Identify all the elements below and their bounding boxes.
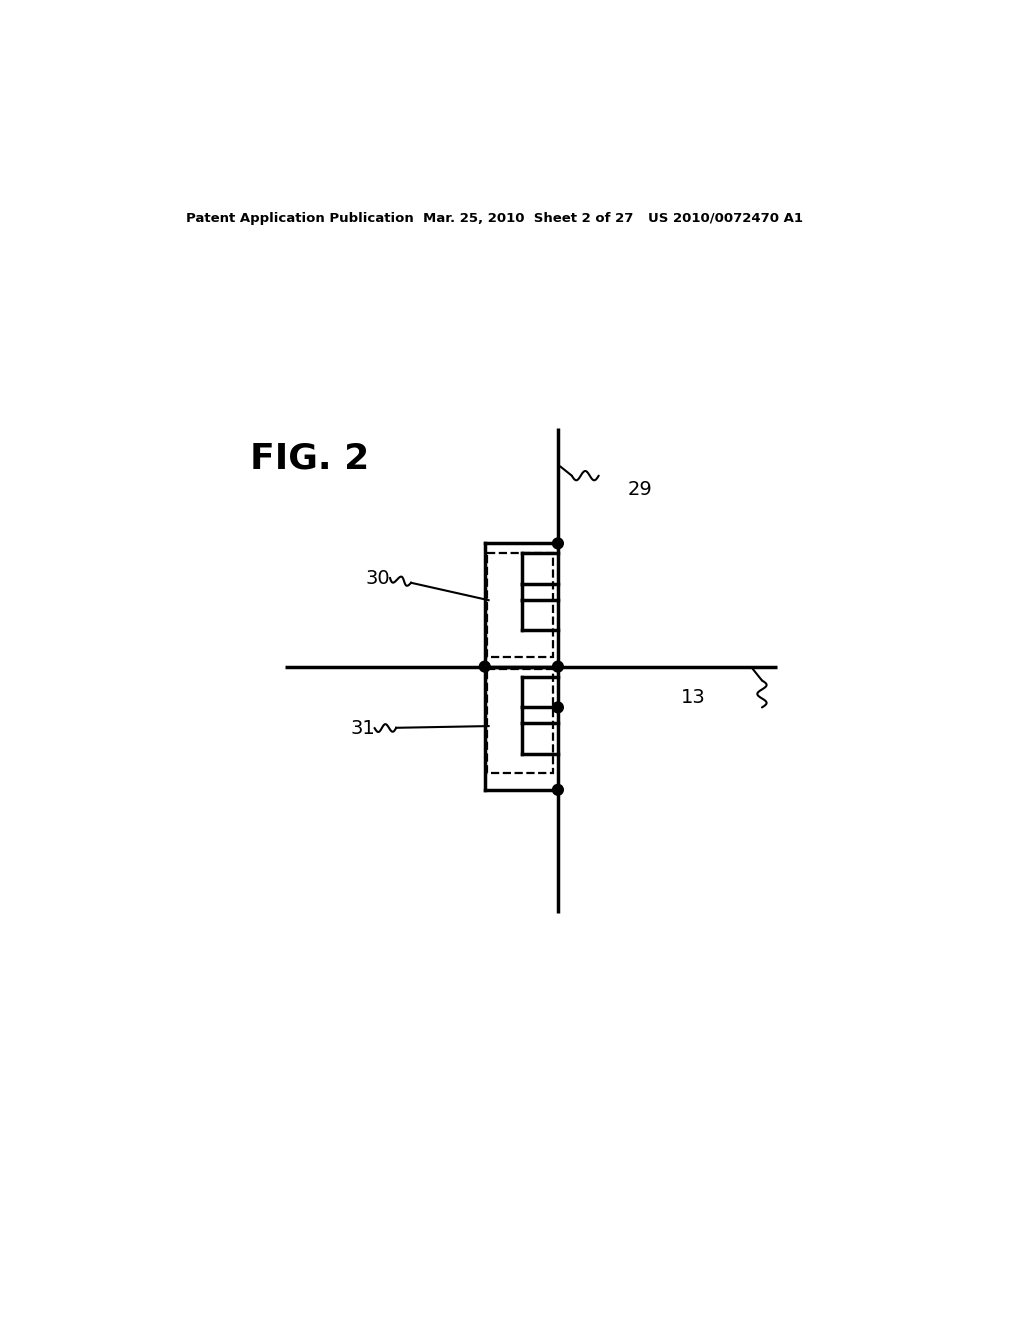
Text: 13: 13: [681, 688, 706, 708]
Text: 30: 30: [366, 569, 390, 587]
Circle shape: [553, 539, 563, 549]
Text: 29: 29: [628, 480, 652, 499]
Text: US 2010/0072470 A1: US 2010/0072470 A1: [648, 213, 803, 224]
Circle shape: [553, 661, 563, 672]
Circle shape: [553, 702, 563, 713]
Text: Mar. 25, 2010  Sheet 2 of 27: Mar. 25, 2010 Sheet 2 of 27: [423, 213, 634, 224]
Circle shape: [553, 784, 563, 795]
Text: Patent Application Publication: Patent Application Publication: [186, 213, 414, 224]
Text: FIG. 2: FIG. 2: [250, 442, 370, 475]
Text: 31: 31: [350, 718, 375, 738]
Circle shape: [479, 661, 490, 672]
